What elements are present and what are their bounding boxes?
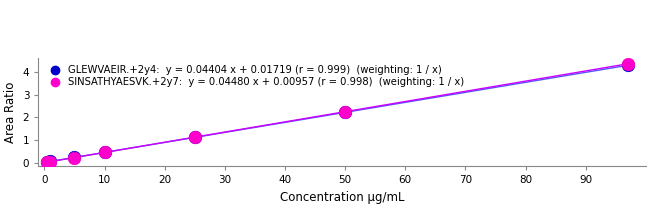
X-axis label: Concentration µg/mL: Concentration µg/mL: [280, 191, 404, 204]
Y-axis label: Area Ratio: Area Ratio: [4, 82, 17, 143]
Legend: GLEWVAEIR.+2y4:  y = 0.04404 x + 0.01719 (r = 0.999)  (weighting: 1 / x), SINSAT: GLEWVAEIR.+2y4: y = 0.04404 x + 0.01719 …: [44, 63, 467, 89]
